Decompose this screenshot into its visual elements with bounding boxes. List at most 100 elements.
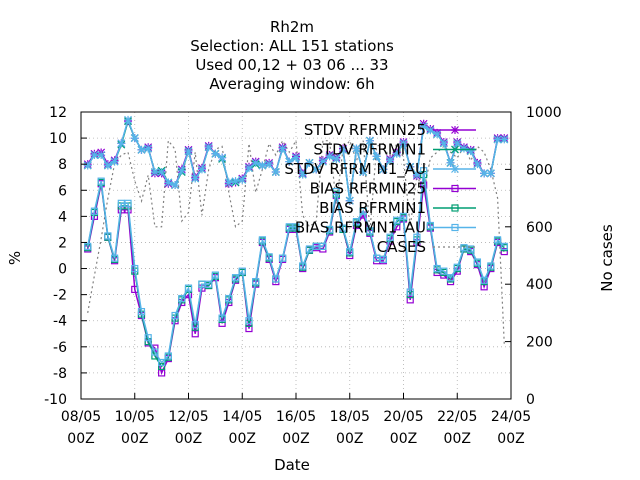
x-tick-label-date: 14/05 (222, 409, 262, 425)
data-point (271, 168, 280, 177)
data-point (245, 324, 253, 333)
x-tick-label-date: 24/05 (491, 409, 531, 425)
data-point (406, 288, 414, 296)
data-point (285, 157, 294, 166)
data-point (440, 267, 448, 275)
data-point (150, 168, 159, 177)
data-point (399, 212, 408, 220)
data-point (487, 262, 495, 270)
data-point (466, 147, 475, 156)
data-point (258, 236, 267, 244)
data-point (211, 149, 220, 158)
y2-tick-label: 400 (526, 277, 553, 293)
x-tick-label-time: 00Z (175, 431, 202, 447)
y-tick-label: -10 (44, 392, 67, 408)
data-point (473, 160, 482, 169)
y-tick-label: -6 (53, 340, 67, 356)
series-cases (87, 138, 505, 345)
data-point (117, 199, 125, 207)
y-tick-label: -8 (53, 366, 67, 382)
y2-tick-label: 600 (526, 220, 553, 236)
data-point (359, 207, 367, 215)
data-point (278, 144, 287, 153)
data-point (177, 166, 186, 175)
data-point (467, 245, 475, 253)
data-point (178, 294, 186, 303)
data-point (379, 255, 387, 264)
title-line-1: Rh2m (270, 18, 314, 36)
data-point (379, 165, 388, 174)
data-point (251, 158, 260, 167)
data-point (265, 253, 273, 261)
data-point (393, 216, 401, 224)
legend-label: BIAS RFRMIN25 (310, 180, 426, 198)
y-tick-label: 2 (58, 235, 67, 251)
x-tick-label-date: 10/05 (115, 409, 155, 425)
data-point (298, 170, 307, 179)
data-point (164, 352, 172, 360)
data-point (144, 144, 153, 153)
data-point (359, 168, 368, 177)
data-point (124, 199, 132, 207)
y2-tick-label: 200 (526, 335, 553, 351)
data-point (124, 115, 133, 124)
data-point (157, 168, 166, 177)
data-point (90, 151, 99, 160)
data-point (184, 147, 193, 156)
data-point (90, 207, 99, 215)
data-point (366, 227, 374, 235)
data-point (137, 145, 146, 154)
y2-axis-label: No cases (598, 224, 616, 292)
data-point (305, 245, 314, 253)
data-point (399, 139, 408, 148)
data-point (97, 177, 105, 185)
data-point (97, 151, 106, 160)
data-point (211, 271, 219, 279)
series-line (86, 170, 505, 364)
data-point (117, 139, 126, 148)
x-tick-label-date: 18/05 (330, 409, 370, 425)
data-point (205, 280, 213, 288)
data-point (352, 144, 361, 153)
series-stdv-rfrm-n1-au (83, 115, 509, 205)
data-point (231, 177, 240, 186)
series-bias-rfrmn1-au (84, 167, 508, 367)
x-tick-label-date: 08/05 (61, 409, 101, 425)
data-point (191, 321, 199, 329)
legend-label: STDV RFRMIN25 (304, 121, 426, 139)
data-point (238, 267, 246, 275)
data-point (197, 165, 206, 174)
data-point (426, 221, 434, 230)
data-point (144, 334, 152, 342)
data-point (446, 158, 455, 167)
data-point (272, 275, 280, 283)
data-point (345, 196, 354, 205)
legend-swatch-marker (451, 223, 459, 232)
data-point (419, 122, 428, 131)
x-tick-label-time: 00Z (390, 431, 417, 447)
data-point (332, 187, 340, 196)
data-point (131, 264, 139, 273)
data-point (198, 280, 206, 288)
data-point (453, 263, 461, 271)
data-point (312, 242, 320, 250)
data-point (83, 161, 92, 170)
data-point (318, 157, 327, 166)
data-point (493, 236, 502, 244)
legend-swatch-marker (451, 204, 459, 212)
data-point (292, 223, 300, 231)
data-point (137, 307, 146, 316)
y2-axis-ticks: 0 200 400 600 800 1000 (505, 105, 562, 408)
data-point (278, 254, 287, 262)
data-point (500, 242, 508, 250)
data-point (365, 136, 374, 145)
data-point (224, 178, 233, 187)
data-point (325, 225, 334, 234)
data-point (299, 262, 307, 270)
data-point (151, 348, 159, 356)
data-point (433, 264, 441, 273)
data-point (439, 139, 448, 148)
title-line-4: Averaging window: 6h (209, 75, 374, 93)
x-tick-label-date: 12/05 (168, 409, 208, 425)
